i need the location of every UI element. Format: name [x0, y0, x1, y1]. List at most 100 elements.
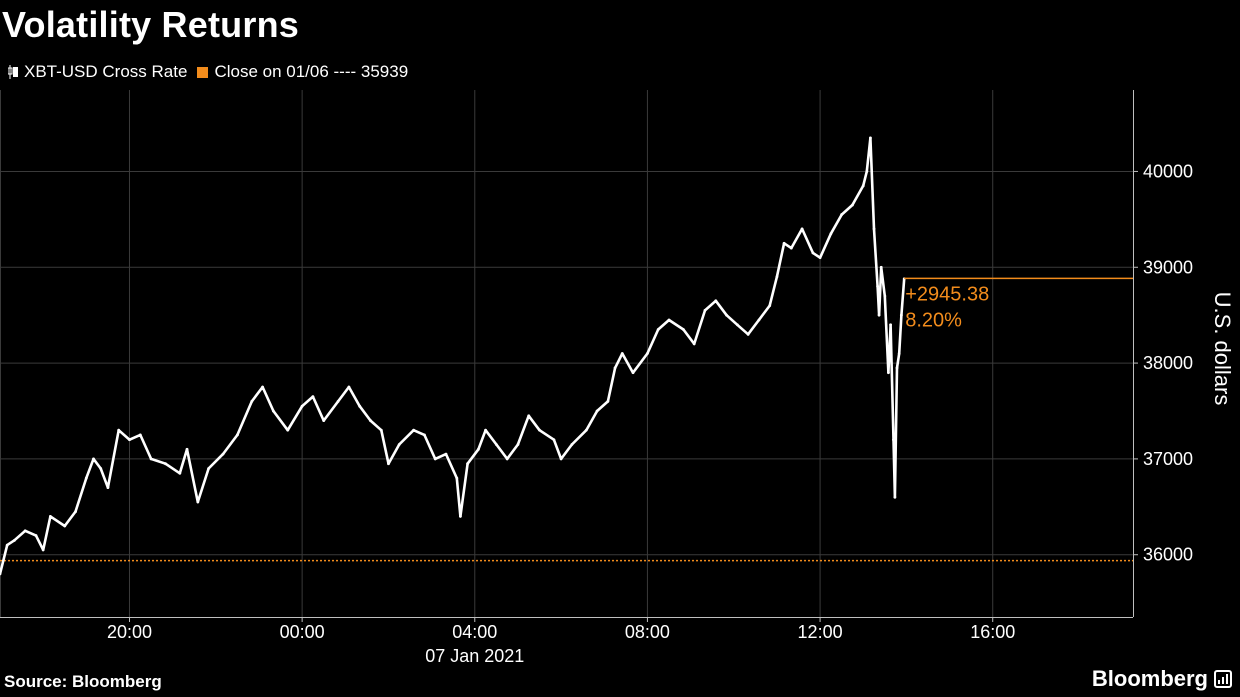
price-point-31	[336, 400, 340, 403]
y-tick-label-38000: 38000	[1143, 353, 1193, 373]
source-credit: Source: Bloomberg	[4, 672, 162, 691]
price-point-70	[746, 332, 750, 336]
price-point-34	[369, 419, 372, 422]
price-point-93	[893, 495, 897, 499]
price-point-75	[789, 246, 793, 250]
legend-label-xbt-usd: XBT-USD Cross Rate	[24, 62, 188, 81]
x-date-label: 07 Jan 2021	[425, 646, 524, 666]
bloomberg-wordmark: Bloomberg	[1091, 666, 1208, 691]
price-point-88	[879, 265, 883, 269]
price-point-41	[444, 452, 448, 456]
x-tick-label-08:00: 08:00	[625, 622, 670, 642]
price-point-89	[883, 294, 887, 298]
price-point-66	[703, 308, 707, 312]
price-point-10	[92, 457, 95, 461]
price-point-19	[185, 447, 189, 451]
change-annotation: +2945.38	[905, 283, 989, 305]
price-point-62	[656, 328, 660, 331]
price-point-47	[494, 443, 498, 446]
price-point-1	[5, 543, 9, 547]
bloomberg-logo-icon	[1214, 670, 1232, 688]
price-point-21	[207, 467, 211, 470]
price-point-78	[818, 256, 822, 260]
price-point-80	[840, 213, 844, 216]
price-point-38	[412, 428, 416, 432]
axis-labels: 20:00 00:00 04:00 08:00 12:00 16:00 07 Jan 202…	[107, 161, 1235, 666]
price-point-63	[667, 318, 671, 322]
price-point-60	[631, 371, 635, 375]
price-point-76	[800, 227, 804, 231]
price-point-74	[782, 241, 786, 245]
price-point-9	[84, 476, 88, 480]
x-tick-label-00:00: 00:00	[280, 622, 325, 642]
price-point-25	[261, 385, 264, 389]
price-point-40	[433, 457, 437, 461]
y-tick-label-37000: 37000	[1143, 449, 1193, 469]
price-point-7	[63, 524, 67, 528]
price-point-17	[164, 462, 167, 466]
price-point-22	[221, 452, 225, 456]
price-point-52	[552, 438, 556, 442]
price-point-87	[877, 313, 881, 317]
price-point-56	[595, 409, 599, 413]
price-point-83	[865, 170, 869, 173]
bloomberg-brand: Bloomberg	[1092, 666, 1232, 692]
price-point-46	[484, 428, 487, 432]
price-point-54	[570, 443, 574, 446]
price-point-37	[397, 443, 401, 446]
price-point-82	[861, 184, 865, 188]
price-series-line	[0, 136, 906, 575]
price-point-55	[584, 428, 588, 432]
x-tick-label-16:00: 16:00	[970, 622, 1015, 642]
price-point-42	[455, 476, 459, 480]
x-tick-label-12:00: 12:00	[798, 622, 843, 642]
price-point-5	[41, 548, 45, 552]
price-point-95	[897, 352, 901, 355]
price-point-20	[196, 500, 200, 504]
price-point-44	[466, 462, 469, 466]
price-point-2	[12, 538, 16, 542]
price-point-4	[34, 534, 38, 537]
price-point-43	[458, 514, 462, 518]
price-point-36	[387, 462, 390, 466]
price-point-12	[106, 486, 110, 490]
chart-axes	[0, 90, 1138, 622]
price-point-81	[851, 203, 854, 207]
price-point-27	[286, 428, 290, 432]
price-point-32	[347, 385, 351, 389]
price-point-85	[872, 227, 876, 231]
price-point-94	[895, 366, 899, 370]
price-point-23	[235, 433, 239, 437]
price-point-57	[606, 400, 610, 403]
price-point-67	[714, 299, 718, 303]
price-point-50	[527, 414, 531, 418]
price-point-91	[889, 323, 892, 327]
legend-item-close: Close on 01/06 ---- 35939	[197, 62, 408, 82]
price-series-group	[0, 136, 1133, 576]
price-point-49	[516, 443, 520, 446]
chart-legend: XBT-USD Cross Rate Close on 01/06 ---- 3…	[8, 62, 408, 82]
price-point-68	[725, 313, 728, 317]
price-point-53	[559, 457, 563, 461]
price-point-90	[887, 371, 890, 375]
price-point-16	[149, 457, 153, 461]
price-point-77	[811, 251, 815, 255]
chart-gridlines	[0, 90, 1133, 617]
price-point-61	[646, 352, 649, 355]
price-point-14	[128, 438, 131, 442]
price-point-86	[876, 285, 880, 288]
price-point-8	[74, 510, 77, 513]
price-point-29	[311, 395, 315, 399]
price-point-45	[476, 447, 480, 451]
price-point-79	[829, 232, 833, 236]
price-point-96	[899, 313, 903, 317]
price-point-18	[178, 471, 182, 475]
price-point-11	[99, 467, 103, 470]
change-pct-annotation: 8.20%	[905, 309, 962, 331]
price-point-13	[117, 428, 121, 432]
price-point-71	[757, 318, 761, 322]
price-point-3	[23, 529, 27, 533]
price-point-64	[681, 328, 685, 331]
y-tick-label-36000: 36000	[1143, 545, 1193, 565]
